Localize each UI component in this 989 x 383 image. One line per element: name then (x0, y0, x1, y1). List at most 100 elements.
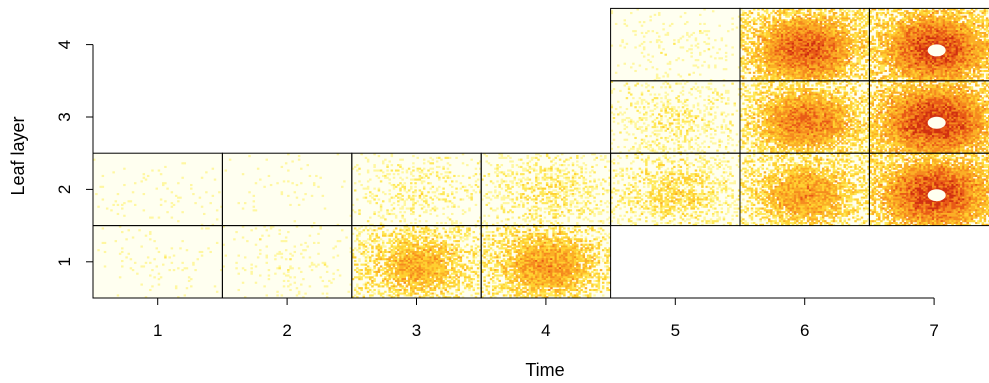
heatmap-cell (399, 241, 402, 244)
heatmap-cell (386, 176, 389, 179)
heatmap-cell (459, 274, 463, 277)
heatmap-cell (280, 240, 284, 243)
heatmap-cell (530, 267, 534, 270)
heatmap-cell (412, 212, 415, 216)
heatmap-cell (520, 158, 523, 161)
heatmap-cell (552, 231, 555, 234)
heatmap-cell (565, 249, 568, 252)
heatmap-cell (438, 261, 441, 264)
heatmap-cell (524, 274, 527, 277)
heatmap-cell (427, 294, 430, 297)
heatmap-cell (593, 238, 596, 241)
heatmap-cell (645, 191, 648, 194)
heatmap-cell (379, 269, 383, 272)
heatmap-cell (410, 254, 413, 257)
heatmap-cell (563, 252, 566, 255)
heatmap-cell (420, 288, 424, 292)
heatmap-cell (517, 252, 521, 255)
heatmap-cell (412, 261, 415, 264)
heatmap-cell (364, 227, 368, 230)
heatmap-cell (399, 232, 402, 235)
heatmap-cell (425, 245, 428, 248)
heatmap-cell (722, 156, 726, 159)
heatmap-cell (515, 254, 519, 257)
heatmap-cell (487, 274, 491, 277)
heatmap-cell (539, 258, 542, 261)
heatmap-cell (485, 183, 488, 187)
heatmap-cell (703, 169, 706, 172)
heatmap-cell (701, 173, 704, 176)
heatmap-cell (410, 288, 413, 292)
heatmap-cell (392, 258, 396, 261)
heatmap-cell (381, 296, 385, 299)
heatmap-cell (535, 169, 538, 172)
heatmap-cell (373, 194, 376, 197)
heatmap-cell (567, 278, 570, 281)
heatmap-cell (401, 263, 404, 266)
heatmap-cell (647, 191, 650, 194)
heatmap-cell (448, 245, 452, 248)
heatmap-cell (483, 265, 486, 268)
heatmap-cell (517, 243, 521, 246)
heatmap-cell (576, 225, 579, 228)
heatmap-cell (278, 250, 281, 254)
heatmap-cell (586, 267, 590, 270)
heatmap-cell (392, 183, 396, 187)
heatmap-cell (599, 158, 603, 161)
heatmap-cell (509, 156, 512, 159)
heatmap-cell (483, 220, 486, 223)
heatmap-cell (403, 288, 407, 292)
heatmap-cell (561, 211, 564, 214)
heatmap-cell (485, 250, 488, 254)
heatmap-cell (431, 249, 435, 252)
heatmap-cell (466, 265, 469, 268)
heatmap-cell (513, 176, 517, 179)
heatmap-cell (291, 160, 294, 163)
heatmap-cell (418, 254, 422, 257)
heatmap-cell (573, 229, 577, 232)
heatmap-cell (567, 252, 570, 255)
heatmap-cell (481, 198, 484, 201)
heatmap-cell (470, 281, 473, 284)
heatmap-cell (634, 153, 637, 156)
heatmap-cell (586, 259, 590, 263)
heatmap-cell (500, 164, 504, 167)
heatmap-cell (448, 236, 452, 239)
heatmap-cell (358, 250, 361, 254)
heatmap-cell (466, 243, 469, 246)
heatmap-cell (470, 247, 473, 250)
heatmap-cell (502, 240, 506, 243)
heatmap-cell (569, 185, 573, 188)
heatmap-cell (558, 187, 562, 190)
heatmap-cell (556, 221, 560, 225)
heatmap-cell (438, 254, 441, 257)
heatmap-cell (375, 245, 378, 248)
heatmap-cell (377, 187, 381, 190)
heatmap-cell (545, 263, 549, 266)
heatmap-cell (461, 162, 465, 165)
heatmap-cell (366, 269, 370, 272)
heatmap-cell (293, 250, 297, 254)
heatmap-cell (595, 272, 598, 275)
heatmap-cell (599, 240, 603, 243)
heatmap-cell (535, 232, 538, 235)
heatmap-cell (379, 238, 383, 241)
heatmap-cell (593, 196, 596, 199)
heatmap-cell (498, 263, 501, 266)
heatmap-cell (377, 198, 381, 201)
heatmap-cell (435, 240, 439, 243)
heatmap-cell (530, 254, 534, 257)
heatmap-cell (455, 296, 458, 299)
heatmap-cell (537, 194, 540, 197)
heatmap-cell (466, 236, 469, 239)
heatmap-cell (711, 173, 715, 176)
heatmap-cell (127, 229, 130, 232)
heatmap-cell (716, 178, 719, 181)
heatmap-cell (276, 290, 279, 293)
heatmap-cell (692, 176, 696, 179)
heatmap-cell (608, 250, 611, 254)
heatmap-cell (517, 193, 521, 196)
heatmap-cell (394, 276, 398, 279)
heatmap-cell (541, 189, 545, 192)
heatmap-cell (670, 160, 674, 163)
